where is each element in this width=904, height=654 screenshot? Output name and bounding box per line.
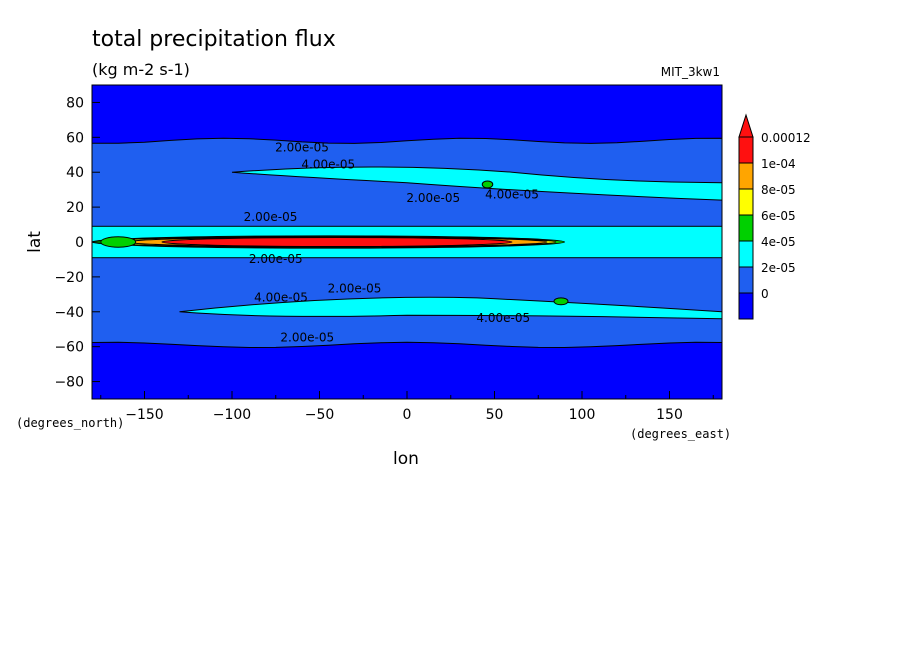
contour-label: 4.00e-05 xyxy=(476,311,530,325)
y-tick-label: 80 xyxy=(66,95,84,111)
contour-label: 2.00e-05 xyxy=(280,330,334,344)
contour-label: 2.00e-05 xyxy=(328,282,382,296)
y-units-label: (degrees_north) xyxy=(16,416,124,430)
y-tick-label: −40 xyxy=(54,305,84,321)
y-axis-label: lat xyxy=(25,231,45,253)
patch-6e-05-north xyxy=(481,180,494,189)
y-tick-label: 0 xyxy=(75,235,84,251)
contour-label: 2.00e-05 xyxy=(244,210,298,224)
contour-label: 2.00e-05 xyxy=(406,191,460,205)
y-axis-ticks: 80 60 40 20 0 −20 −40 −60 −80 xyxy=(54,95,100,391)
colorbar-swatch xyxy=(738,214,754,242)
colorbar-over-triangle xyxy=(738,113,754,138)
colorbar-label: 0 xyxy=(761,287,769,301)
precip-field xyxy=(92,85,722,399)
colorbar-swatch xyxy=(738,266,754,294)
y-tick-label: 20 xyxy=(66,200,84,216)
y-tick-label: 60 xyxy=(66,130,84,146)
x-tick-label: 50 xyxy=(486,407,504,423)
contour-label: 2.00e-05 xyxy=(249,252,303,266)
patch-6e-05-west xyxy=(100,236,137,248)
colorbar-label: 1e-04 xyxy=(761,157,796,171)
x-tick-label: 0 xyxy=(403,407,412,423)
x-axis-ticks: −150 −100 −50 0 50 100 150 xyxy=(100,391,714,423)
contour-label: 4.00e-05 xyxy=(485,187,539,201)
x-axis-label: lon xyxy=(393,449,419,469)
colorbar-label: 8e-05 xyxy=(761,183,796,197)
contour-label: 4.00e-05 xyxy=(254,290,308,304)
contour-label: 2.00e-05 xyxy=(275,140,329,154)
contour-label: 4.00e-05 xyxy=(301,158,355,172)
x-tick-label: −50 xyxy=(305,407,335,423)
colorbar-label: 0.00012 xyxy=(761,131,811,145)
colorbar: 0.00012 1e-04 8e-05 6e-05 4e-05 2e-05 0 xyxy=(738,113,811,320)
x-tick-label: −150 xyxy=(125,407,163,423)
region-4e-05-north xyxy=(231,166,722,201)
colorbar-under-swatch xyxy=(738,292,754,320)
colorbar-label: 4e-05 xyxy=(761,235,796,249)
colorbar-swatch xyxy=(738,136,754,164)
y-tick-label: −60 xyxy=(54,340,84,356)
y-tick-label: −80 xyxy=(54,375,84,391)
chart-subtitle: (kg m-2 s-1) xyxy=(92,60,190,79)
colorbar-swatch xyxy=(738,162,754,190)
chart-title: total precipitation flux xyxy=(92,27,336,52)
x-tick-label: 150 xyxy=(656,407,683,423)
patch-6e-05-south xyxy=(553,297,569,306)
x-units-label: (degrees_east) xyxy=(630,427,731,441)
contour-labels: 2.00e-05 4.00e-05 2.00e-05 4.00e-05 2.00e-05… xyxy=(244,140,539,344)
colorbar-swatch xyxy=(738,188,754,216)
colorbar-label: 6e-05 xyxy=(761,209,796,223)
colorbar-label: 2e-05 xyxy=(761,261,796,275)
x-tick-label: 100 xyxy=(569,407,596,423)
y-tick-label: 40 xyxy=(66,165,84,181)
colorbar-swatch xyxy=(738,240,754,268)
dataset-label: MIT_3kw1 xyxy=(661,65,720,79)
region-4e-05-south xyxy=(179,296,722,320)
y-tick-label: −20 xyxy=(54,270,84,286)
x-tick-label: −100 xyxy=(213,407,251,423)
region-0.00012 xyxy=(161,236,513,248)
